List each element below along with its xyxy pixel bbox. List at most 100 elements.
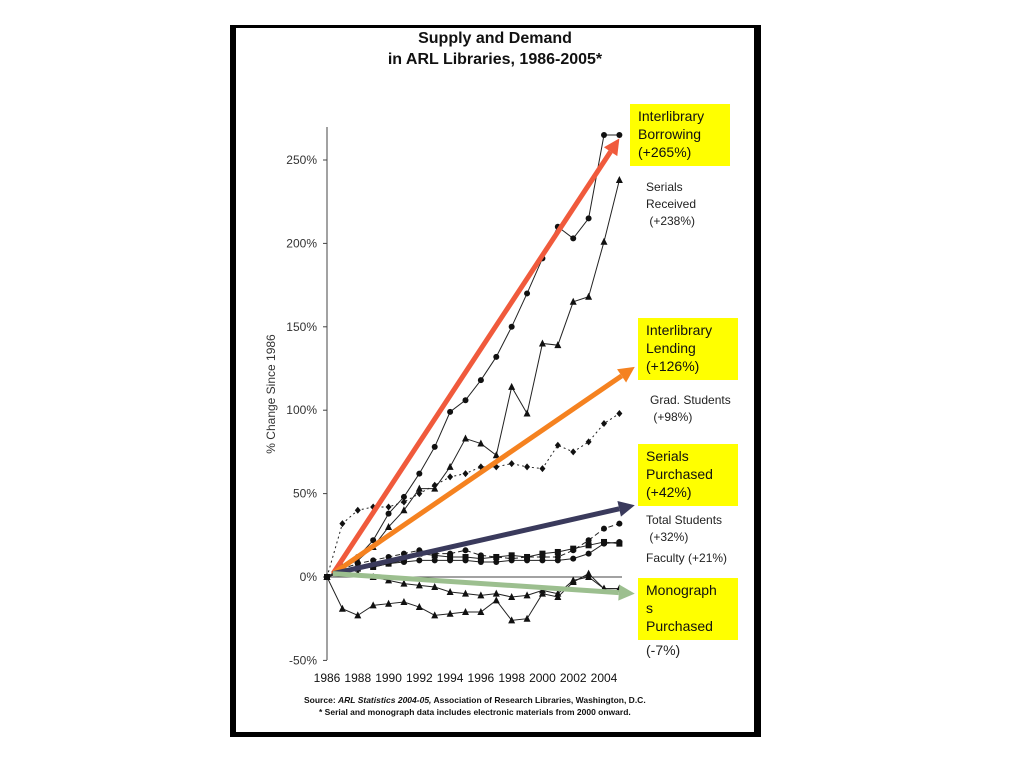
data-point [539, 557, 546, 564]
data-point [585, 438, 592, 446]
trend-arrow-head [603, 138, 620, 157]
y-axis-label: % Change Since 1986 [264, 334, 278, 454]
data-point [554, 548, 561, 555]
data-point [462, 397, 469, 404]
data-point [585, 215, 592, 222]
source-title: ARL Statistics 2004-05, [338, 695, 432, 705]
series-line [326, 134, 620, 578]
data-point [616, 520, 623, 527]
data-point [416, 557, 423, 564]
data-point [508, 557, 515, 564]
data-point [493, 558, 500, 565]
data-point [462, 470, 469, 478]
data-point [369, 601, 377, 609]
x-tick-label: 1990 [375, 671, 402, 685]
data-point [462, 557, 469, 564]
callout-monographs-purchased: Monograph s Purchased [638, 578, 738, 640]
data-point [477, 377, 484, 384]
data-point [415, 581, 423, 589]
note-text: Received [646, 197, 697, 211]
data-point [415, 484, 423, 492]
callout-text: Purchased [646, 466, 713, 482]
callout-text: Serials [646, 448, 689, 464]
data-point [570, 547, 577, 554]
data-point [462, 608, 469, 616]
data-point [354, 506, 361, 514]
callout-interlibrary-lending: Interlibrary Lending (+126%) [638, 318, 738, 380]
x-tick-label: 2004 [591, 671, 618, 685]
data-point [508, 323, 515, 330]
data-point [462, 547, 469, 554]
data-point [585, 292, 593, 300]
data-point [616, 410, 623, 418]
data-point [477, 552, 484, 559]
callout-text: Borrowing [638, 126, 702, 142]
data-point [601, 420, 607, 428]
callout-text: Interlibrary [638, 108, 705, 124]
data-point [538, 339, 546, 347]
data-point [524, 290, 531, 297]
data-point [493, 353, 500, 360]
x-tick-label: 1994 [437, 671, 464, 685]
trend-arrow-shaft [332, 506, 620, 577]
data-point [323, 573, 331, 580]
data-point [616, 131, 623, 138]
data-point [585, 569, 593, 577]
data-point [616, 538, 623, 545]
data-point [523, 614, 531, 622]
data-point [447, 473, 454, 481]
trend-arrow-head [617, 501, 635, 517]
data-point [601, 525, 607, 532]
data-point [338, 604, 346, 612]
data-point [462, 589, 469, 597]
data-point [492, 589, 500, 597]
data-point [600, 237, 608, 245]
data-point [446, 588, 454, 596]
note-total-students: Total Students (+32%) [646, 512, 722, 546]
data-point [447, 550, 454, 557]
data-point [446, 462, 454, 470]
chart-title-line1: Supply and Demand [418, 30, 572, 47]
data-point [508, 593, 516, 601]
data-point [431, 583, 439, 591]
data-point [539, 550, 546, 557]
data-point [385, 599, 393, 607]
note-grad-students: Grad. Students (+98%) [650, 392, 731, 426]
x-tick-label: 1996 [468, 671, 495, 685]
series-line [326, 413, 620, 578]
data-point [570, 448, 577, 456]
callout-text: (+265%) [638, 144, 692, 160]
data-point [400, 598, 408, 606]
data-point [585, 537, 592, 544]
data-point [585, 550, 592, 557]
data-point [554, 441, 561, 449]
y-tick-label: 100% [286, 403, 317, 417]
data-point [601, 540, 607, 547]
x-tick-label: 1988 [344, 671, 371, 685]
data-point [601, 131, 607, 138]
y-tick-label: 0% [300, 570, 318, 584]
data-point [431, 443, 438, 450]
data-point [615, 176, 623, 184]
data-point [477, 558, 484, 565]
data-point [523, 591, 531, 599]
data-point [400, 506, 408, 514]
data-point [462, 434, 469, 442]
data-point [508, 460, 515, 468]
data-point [477, 608, 485, 616]
data-point [416, 490, 423, 498]
callout-text: Interlibrary [646, 322, 713, 338]
data-point [400, 579, 408, 587]
data-point [554, 557, 561, 564]
data-point [385, 522, 393, 530]
data-point [524, 463, 531, 471]
data-point [554, 593, 562, 601]
x-tick-label: 1998 [498, 671, 525, 685]
y-tick-label: 150% [286, 320, 317, 334]
data-point [570, 555, 577, 562]
trend-arrow-shaft [330, 150, 613, 576]
data-point [416, 470, 423, 477]
source-prefix: Source: [304, 695, 339, 705]
trend-arrow-head [617, 366, 635, 383]
